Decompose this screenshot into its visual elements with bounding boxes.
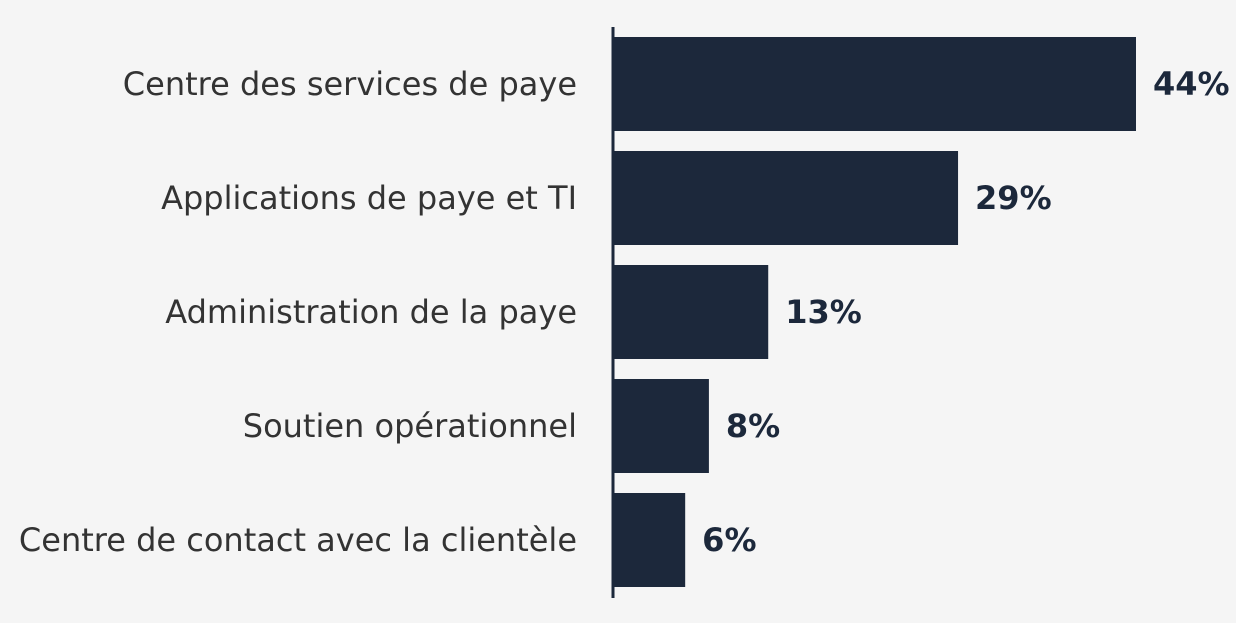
bar-2 <box>614 151 959 245</box>
category-label-2: Applications de paye et TI <box>161 179 577 217</box>
value-label-4: 8% <box>726 407 780 445</box>
value-labels-group: 44% 29% 13% 8% 6% <box>702 65 1229 559</box>
category-label-5: Centre de contact avec la clientèle <box>19 521 577 559</box>
category-label-1: Centre des services de paye <box>123 65 577 103</box>
category-label-4: Soutien opérationnel <box>243 407 577 445</box>
bar-4 <box>614 379 709 473</box>
value-label-2: 29% <box>975 179 1052 217</box>
bar-5 <box>614 493 686 587</box>
bar-1 <box>614 37 1136 131</box>
value-label-1: 44% <box>1153 65 1230 103</box>
category-labels-group: Centre des services de paye Applications… <box>19 65 577 559</box>
bars-group <box>614 37 1136 587</box>
value-label-5: 6% <box>702 521 756 559</box>
category-label-3: Administration de la paye <box>165 293 577 331</box>
bar-3 <box>614 265 769 359</box>
value-label-3: 13% <box>785 293 862 331</box>
